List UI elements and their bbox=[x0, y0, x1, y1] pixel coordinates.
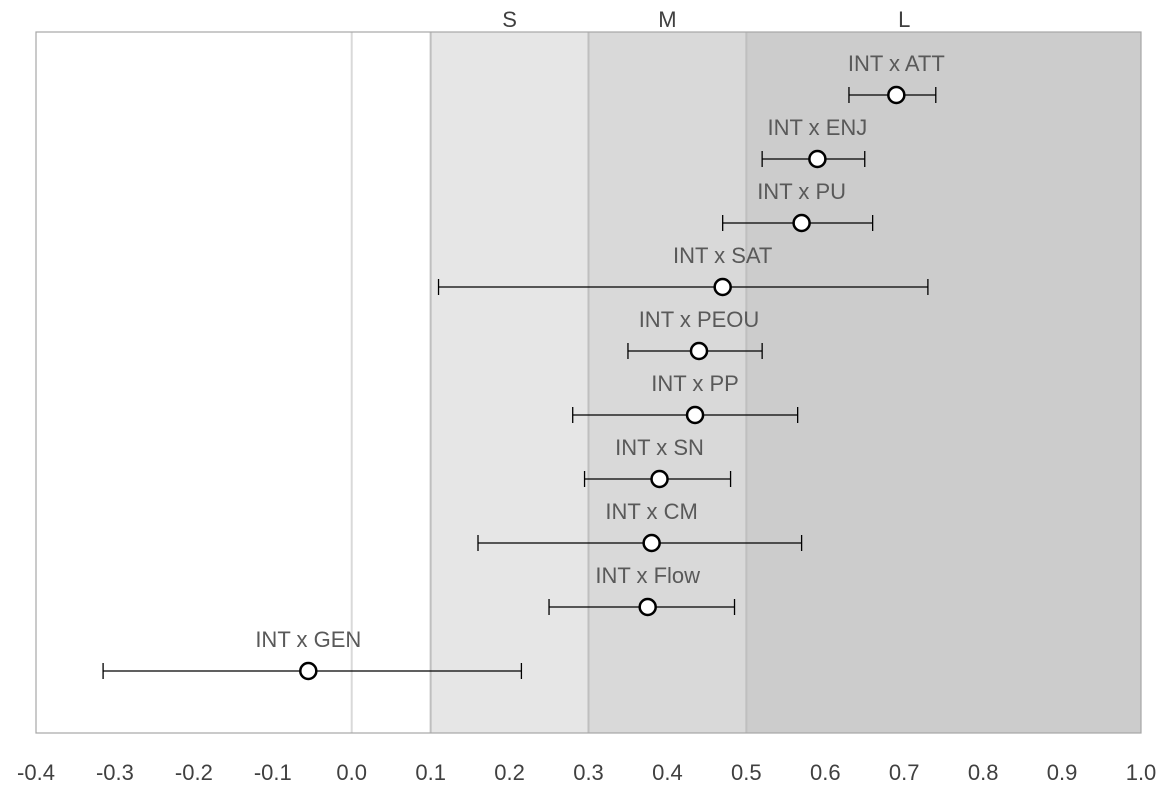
data-point-row: INT x SAT bbox=[437, 243, 929, 297]
point-marker bbox=[642, 533, 661, 553]
point-marker bbox=[792, 213, 811, 233]
band-label: M bbox=[658, 7, 676, 32]
data-point-row: INT x PU bbox=[722, 179, 874, 233]
point-label: INT x PEOU bbox=[639, 307, 760, 332]
x-tick-label: 0.2 bbox=[494, 760, 525, 785]
band-label: L bbox=[898, 7, 910, 32]
x-axis-tick-labels: -0.4 -0.3 -0.2 -0.1 0.0 0.1 0.2 0.3 0.4 0.5 0.6 0.7… bbox=[17, 760, 1156, 785]
data-point-row: INT x ATT bbox=[848, 51, 945, 105]
x-tick-label: 0.0 bbox=[336, 760, 367, 785]
reference-lines bbox=[350, 32, 748, 733]
point-label: INT x ATT bbox=[848, 51, 945, 76]
point-marker bbox=[638, 597, 657, 617]
point-label: INT x SN bbox=[615, 435, 704, 460]
data-point-row: INT x ENJ bbox=[761, 115, 867, 169]
data-point-row: INT x PP bbox=[572, 371, 799, 425]
point-label: INT x GEN bbox=[255, 627, 361, 652]
point-label: INT x Flow bbox=[595, 563, 700, 588]
x-tick-label: 0.9 bbox=[1047, 760, 1078, 785]
point-marker bbox=[299, 661, 318, 681]
band-m bbox=[588, 32, 747, 733]
effect-size-bands bbox=[430, 32, 1141, 733]
band-l bbox=[746, 32, 1141, 733]
x-tick-label: 0.4 bbox=[652, 760, 683, 785]
point-marker bbox=[685, 405, 705, 425]
point-label: INT x PU bbox=[757, 179, 846, 204]
data-point-row: INT x SN bbox=[583, 435, 732, 489]
point-marker bbox=[650, 469, 669, 489]
point-marker bbox=[689, 341, 709, 361]
data-point-row: INT x CM bbox=[477, 499, 803, 553]
plot-frame bbox=[35, 31, 1142, 734]
x-tick-label: -0.1 bbox=[254, 760, 292, 785]
point-marker bbox=[808, 149, 827, 169]
x-tick-label: 0.7 bbox=[889, 760, 920, 785]
x-tick-label: 0.1 bbox=[415, 760, 446, 785]
data-point-row: INT x PEOU bbox=[627, 307, 763, 361]
point-marker bbox=[713, 277, 732, 297]
data-point-row: INT x Flow bbox=[548, 563, 736, 617]
data-points: INT x ATT INT x ENJ INT x PU INT x SAT INT x… bbox=[102, 51, 945, 681]
point-label: INT x ENJ bbox=[767, 115, 867, 140]
x-tick-label: -0.4 bbox=[17, 760, 55, 785]
x-tick-label: 1.0 bbox=[1126, 760, 1157, 785]
band-s bbox=[430, 32, 589, 733]
data-point-row: INT x GEN bbox=[102, 627, 523, 681]
point-label: INT x PP bbox=[651, 371, 739, 396]
point-label: INT x SAT bbox=[673, 243, 772, 268]
x-tick-label: 0.5 bbox=[731, 760, 762, 785]
point-marker bbox=[887, 85, 906, 105]
x-tick-label: 0.8 bbox=[968, 760, 999, 785]
band-label: S bbox=[502, 7, 517, 32]
x-tick-label: -0.2 bbox=[175, 760, 213, 785]
x-tick-label: 0.6 bbox=[810, 760, 841, 785]
x-tick-label: -0.3 bbox=[96, 760, 134, 785]
point-label: INT x CM bbox=[605, 499, 697, 524]
x-tick-label: 0.3 bbox=[573, 760, 604, 785]
